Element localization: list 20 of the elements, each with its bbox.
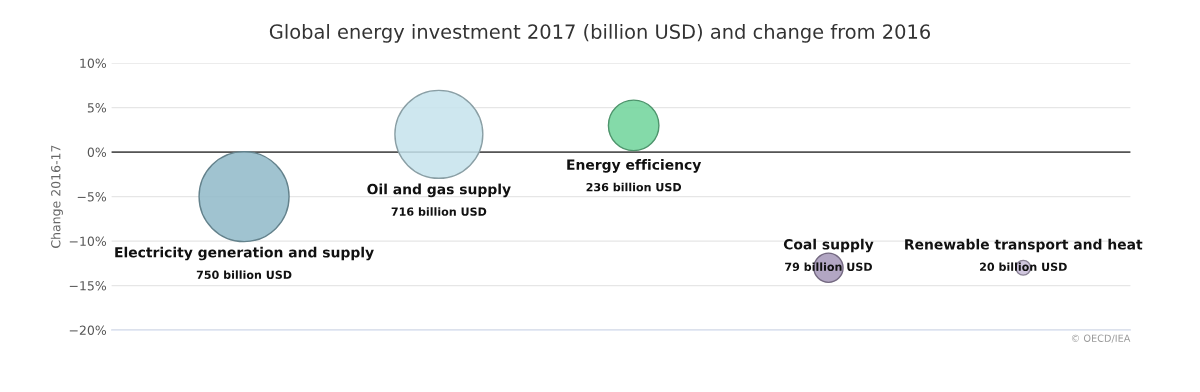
data-label: 750 billion USD [196,270,292,279]
y-tick-label: −10% [69,236,107,247]
y-tick-label: −15% [69,281,107,291]
y-tick-label: −5% [77,192,107,202]
data-label: 236 billion USD [586,182,682,192]
x-tick-label: Electricity generation and supply [115,246,374,261]
x-tick-label: Oil and gas supply [367,183,511,198]
x-tick-label: Renewable transport and heat [905,238,1143,253]
y-axis-title: Change 2016-17 [50,145,63,248]
y-tick-label: 5% [87,103,107,113]
y-tick-label: 0% [87,147,107,158]
data-label: 79 billion USD [785,262,872,271]
y-tick-label: −20% [69,325,107,335]
data-label: 20 billion USD [980,262,1067,271]
data-label: 716 billion USD [391,207,487,216]
chart-title: Global energy investment 2017 (billion USD) and change from 2016 [269,23,930,43]
y-tick-label: 10% [80,58,107,69]
x-tick-label: Energy efficiency [567,159,702,173]
text: © OECD/IEA [1071,334,1131,343]
x-tick-label: Coal supply [783,238,874,253]
